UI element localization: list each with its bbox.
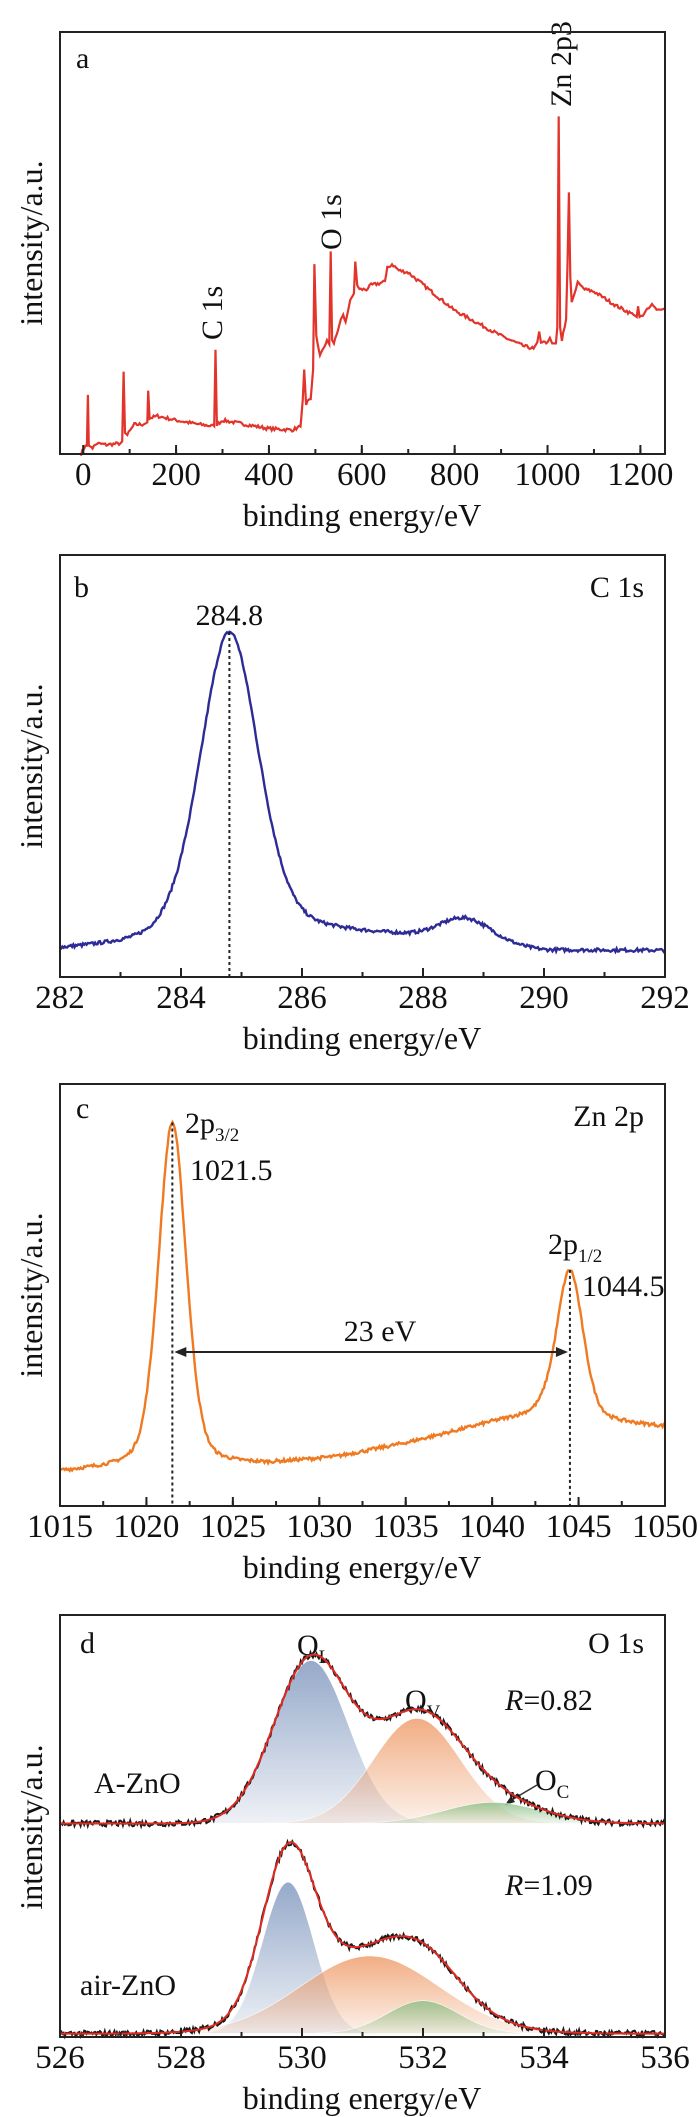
panel-title: O 1s: [588, 1627, 644, 1660]
x-axis-label: binding energy/eV: [243, 1549, 481, 1585]
r-value-air-zno: R=1.09: [504, 1869, 593, 1902]
panel-label: d: [80, 1627, 95, 1660]
peak-annotation-o-1s: O 1s: [315, 194, 348, 250]
x-tick-label: 526: [35, 2040, 85, 2076]
x-tick-label: 800: [430, 457, 480, 493]
series-label-air-zno: air-ZnO: [80, 1969, 176, 2002]
peak-label-2p1-2: 2p1/2: [548, 1228, 602, 1267]
x-tick-label: 1035: [373, 1509, 439, 1545]
y-axis-label: intensity/a.u.: [13, 1212, 49, 1377]
panel-title: C 1s: [590, 571, 644, 604]
y-axis-label: intensity/a.u.: [13, 160, 49, 325]
x-tick-label: 1020: [113, 1509, 179, 1545]
oc-arrowhead-icon: [505, 1796, 515, 1805]
x-axis-label: binding energy/eV: [243, 1020, 481, 1056]
x-axis-label: binding energy/eV: [243, 2080, 481, 2116]
oc-pointer-arrow: [509, 1784, 538, 1802]
x-tick-label: 286: [277, 980, 327, 1016]
x-tick-label: 534: [519, 2040, 569, 2076]
fitted-envelope-line: [60, 1653, 665, 1825]
x-tick-label: 290: [519, 980, 569, 1016]
plot-area: [59, 630, 666, 977]
x-tick-label: 528: [156, 2040, 206, 2076]
panel-title: Zn 2p: [573, 1100, 644, 1133]
x-tick-label: 284: [156, 980, 206, 1016]
splitting-label: 23 eV: [344, 1315, 417, 1348]
peak-value-1021: 1021.5: [190, 1154, 273, 1187]
series-label-a-zno: A-ZnO: [94, 1767, 181, 1800]
peak-label-2p3-2: 2p3/2: [185, 1107, 239, 1146]
peak-value-1044: 1044.5: [582, 1270, 665, 1303]
axes-frame: [59, 554, 666, 978]
panel-b-c1s: intensity/a.u. binding energy/eV b C 1s …: [13, 554, 690, 1056]
survey-spectrum-line: [79, 116, 666, 456]
r-value-a-zno: R=0.82: [504, 1684, 593, 1717]
y-axis-label: intensity/a.u.: [13, 1744, 49, 1909]
y-axis-label: intensity/a.u.: [13, 683, 49, 848]
plot-area: [59, 1649, 666, 2040]
x-tick-label: 200: [151, 457, 201, 493]
x-tick-label: 530: [277, 2040, 327, 2076]
x-tick-label: 1015: [27, 1509, 93, 1545]
x-tick-label: 532: [398, 2040, 448, 2076]
fitted-envelope-line: [60, 1841, 665, 2035]
peak-annotation-zn-2p3: Zn 2p3: [545, 21, 578, 107]
axes-frame: [59, 1083, 666, 1507]
arrowhead-left-icon: [174, 1347, 187, 1357]
peak-value-label: 284.8: [196, 599, 264, 632]
spectrum-line: [59, 630, 666, 955]
x-tick-label: 292: [640, 980, 690, 1016]
panel-d-o1s: intensity/a.u. binding energy/eV d O 1s …: [13, 1614, 690, 2116]
x-tick-label: 1040: [459, 1509, 525, 1545]
x-tick-label: 0: [75, 457, 92, 493]
x-tick-label: 1000: [515, 457, 581, 493]
x-tick-label: 1050: [632, 1509, 698, 1545]
x-tick-label: 1200: [607, 457, 673, 493]
x-tick-label: 400: [244, 457, 294, 493]
component-label-oc: OC: [535, 1764, 569, 1803]
spectrum-line: [59, 1119, 666, 1473]
x-axis-label: binding energy/eV: [243, 497, 481, 533]
x-tick-label: 536: [640, 2040, 690, 2076]
x-tick-label: 1030: [286, 1509, 352, 1545]
x-tick-label: 282: [35, 980, 85, 1016]
panel-c-zn2p: intensity/a.u. binding energy/eV c Zn 2p…: [13, 1083, 698, 1585]
x-tick-label: 288: [398, 980, 448, 1016]
plot-area: [59, 1119, 666, 1506]
panel-a-survey: intensity/a.u. binding energy/eV a C 1s O…: [13, 21, 673, 533]
panel-label: b: [74, 571, 89, 604]
arrowhead-right-icon: [555, 1347, 568, 1357]
x-tick-label: 1045: [546, 1509, 612, 1545]
panel-label: c: [76, 1092, 89, 1125]
x-tick-label: 600: [337, 457, 387, 493]
panel-label: a: [76, 42, 89, 75]
plot-area: [79, 116, 666, 456]
peak-annotation-c-1s: C 1s: [196, 286, 229, 340]
x-tick-label: 1025: [200, 1509, 266, 1545]
